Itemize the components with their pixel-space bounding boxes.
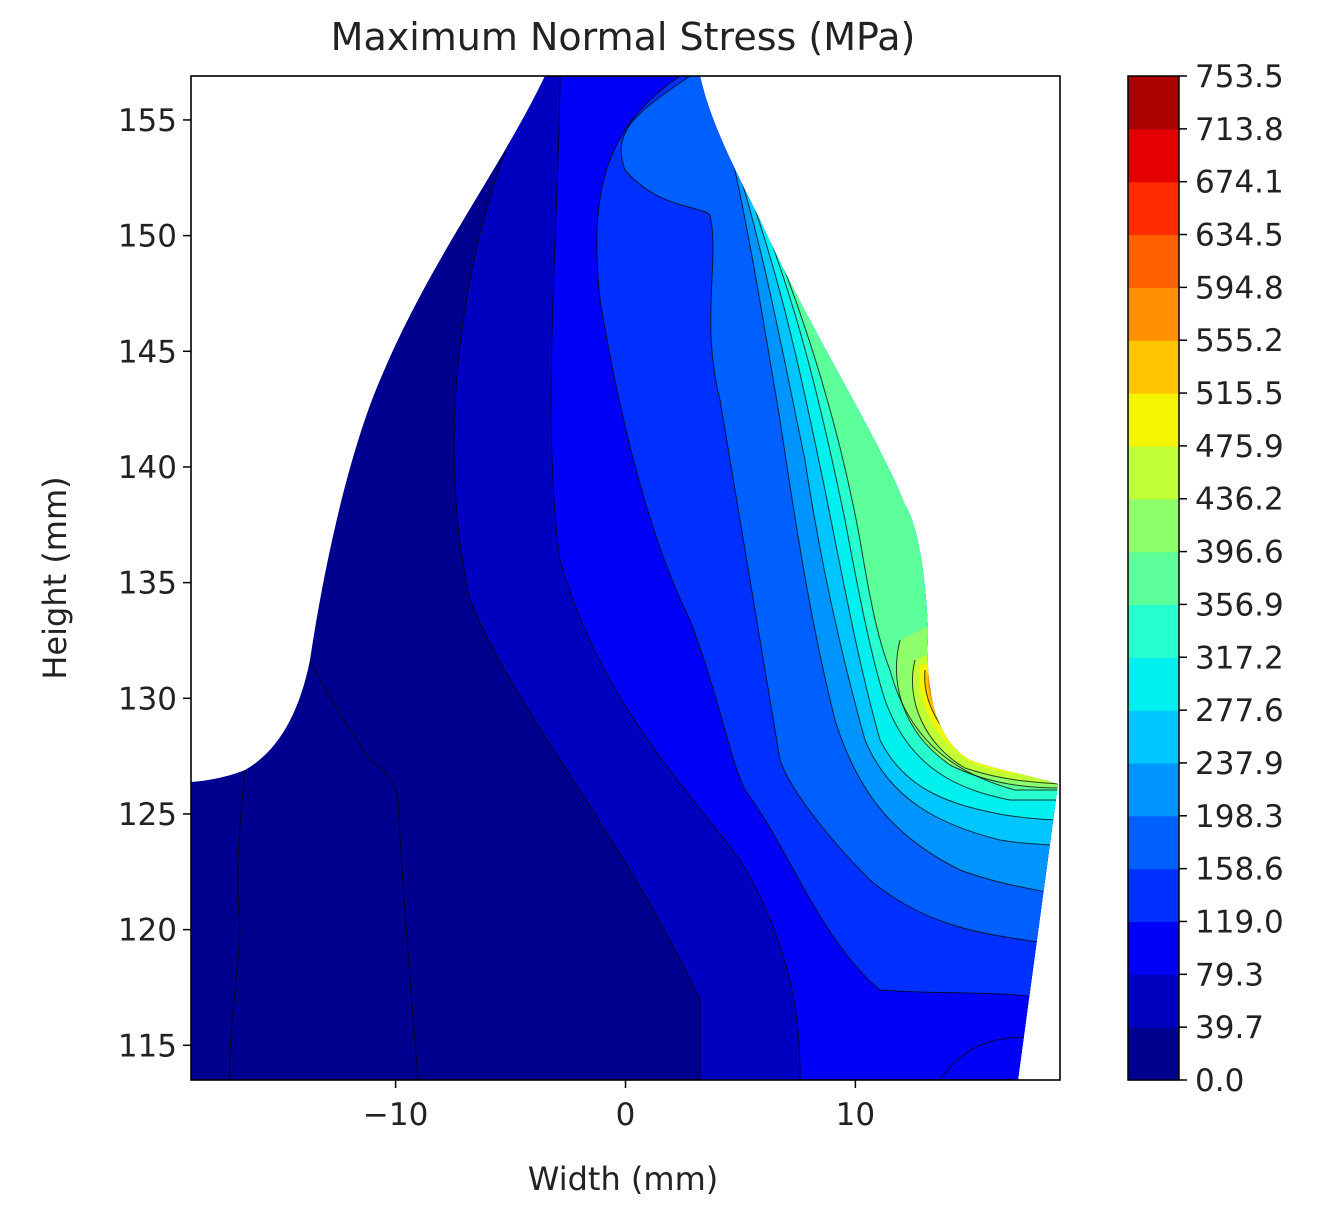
y-tick-label: 140 <box>118 450 177 486</box>
colorbar-tick-label: 634.5 <box>1195 218 1284 254</box>
colorbar-tick-label: 356.9 <box>1195 587 1284 623</box>
colorbar-segment <box>1128 234 1179 288</box>
y-tick-label: 145 <box>118 334 177 370</box>
y-axis-label: Height (mm) <box>36 476 74 679</box>
contour-line <box>911 659 1058 785</box>
colorbar-tick-label: 555.2 <box>1195 323 1284 359</box>
contour-line <box>735 155 1058 791</box>
colorbar-segment <box>1128 76 1179 130</box>
colorbar-tick-label: 277.6 <box>1195 693 1284 729</box>
contour-line <box>727 139 1058 896</box>
x-tick-label: −10 <box>363 1097 428 1133</box>
colorbar-tick-label: 79.3 <box>1195 957 1264 993</box>
colorbar-segment <box>1128 340 1179 394</box>
colorbar-frame <box>1127 75 1180 1081</box>
contour-line <box>309 659 419 1080</box>
tooth-contour-field <box>191 76 1058 1080</box>
y-tick-label: 125 <box>118 797 177 833</box>
plot-area <box>191 76 1058 1080</box>
x-axis-label: Width (mm) <box>528 1160 718 1198</box>
contour-line <box>939 1037 1031 1080</box>
x-tick-label: 10 <box>836 1097 875 1133</box>
colorbar-tick-label: 39.7 <box>1195 1010 1264 1046</box>
chart-title: Maximum Normal Stress (MPa) <box>331 15 916 59</box>
colorbar-tick-label: 753.5 <box>1195 59 1284 95</box>
contour-line <box>733 151 1058 801</box>
y-tick-label: 115 <box>118 1028 177 1064</box>
colorbar-segment <box>1128 974 1179 1028</box>
colorbar-segment <box>1128 762 1179 817</box>
colorbar-segment <box>1128 551 1179 606</box>
x-axis: −10 0 10 <box>363 1080 875 1133</box>
contour-line <box>620 76 1058 946</box>
colorbar-tick-label: 475.9 <box>1195 429 1284 465</box>
colorbar-tick-label: 515.5 <box>1195 376 1284 412</box>
y-axis: 115 120 125 130 135 140 145 150 155 <box>118 103 191 1064</box>
y-tick-label: 130 <box>118 681 177 717</box>
contour-line <box>596 76 1058 1001</box>
colorbar-segment <box>1128 657 1179 711</box>
colorbar-tick-label: 198.3 <box>1195 799 1284 835</box>
colorbar-segment <box>1128 921 1179 975</box>
contour-line <box>229 769 246 1080</box>
contour-line <box>550 76 801 1080</box>
x-tick-label: 0 <box>616 1097 636 1133</box>
contour-line <box>453 76 701 1080</box>
colorbar-segment <box>1128 498 1179 553</box>
colorbar-ticks: 0.0 39.7 79.3 119.0 158.6 198.3 237.9 277.6 317.… <box>1179 59 1284 1099</box>
colorbar-tick-label: 237.9 <box>1195 746 1284 782</box>
y-tick-label: 135 <box>118 566 177 602</box>
colorbar-segment <box>1128 128 1179 183</box>
colorbar-segment <box>1128 604 1179 658</box>
contour-line <box>729 144 1058 846</box>
y-tick-label: 155 <box>118 103 177 139</box>
colorbar <box>1127 75 1180 1081</box>
contour-line <box>731 147 1058 821</box>
colorbar-segment <box>1128 710 1179 764</box>
colorbar-segment <box>1128 1027 1179 1081</box>
colorbar-tick-label: 0.0 <box>1195 1063 1244 1099</box>
y-tick-label: 120 <box>118 913 177 949</box>
colorbar-segment <box>1128 393 1179 447</box>
colorbar-segment <box>1128 815 1179 870</box>
y-tick-label: 150 <box>118 219 177 255</box>
colorbar-tick-label: 713.8 <box>1195 112 1284 148</box>
colorbar-segment <box>1128 287 1179 341</box>
contour-line <box>896 639 1058 789</box>
colorbar-tick-label: 436.2 <box>1195 482 1284 518</box>
colorbar-tick-label: 674.1 <box>1195 165 1284 201</box>
colorbar-tick-label: 317.2 <box>1195 640 1284 676</box>
colorbar-segment <box>1128 868 1179 923</box>
colorbar-tick-label: 396.6 <box>1195 535 1284 571</box>
colorbar-tick-label: 119.0 <box>1195 904 1284 940</box>
colorbar-segment <box>1128 181 1179 236</box>
colorbar-tick-label: 158.6 <box>1195 852 1284 888</box>
colorbar-segment <box>1128 445 1179 500</box>
colorbar-tick-label: 594.8 <box>1195 270 1284 306</box>
